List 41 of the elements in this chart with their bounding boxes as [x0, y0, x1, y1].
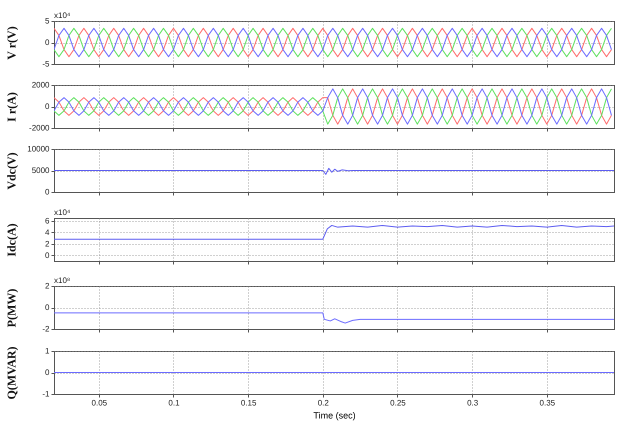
- text: x10⁴: [54, 11, 71, 20]
- y-axis-title: Vdc(V): [4, 152, 18, 190]
- line-series: [54, 312, 614, 324]
- y-tick-label: -2000: [29, 124, 50, 132]
- y-tick-label: 10000: [27, 144, 50, 154]
- line-series: [54, 168, 614, 175]
- y-tick-label: 0: [45, 102, 50, 111]
- x-tick-label: 0.35: [540, 398, 556, 408]
- y-tick-label: 0: [45, 303, 50, 312]
- y-tick-label: 5: [45, 16, 50, 26]
- y-tick-label: 0: [45, 250, 50, 260]
- text: x10⁴: [54, 208, 71, 217]
- x-tick-label: 0.1: [168, 398, 180, 408]
- y-axis-title: Idc(A): [4, 223, 18, 257]
- y-tick-label: -5: [42, 60, 50, 68]
- y-axis-title: P(MW): [4, 288, 18, 328]
- line-series: [54, 28, 612, 58]
- y-tick-label: 0: [45, 38, 50, 47]
- y-tick-label: 0: [45, 368, 50, 377]
- x-tick-label: 0.2: [318, 398, 330, 408]
- y-axis-title: I r(A): [4, 92, 18, 122]
- line-series: [54, 224, 614, 240]
- y-axis-title: Q(MVAR): [4, 346, 18, 400]
- y-tick-label: 6: [45, 216, 50, 226]
- y-axis-title: V r(V): [4, 26, 18, 60]
- y-tick-label: 2: [45, 239, 50, 248]
- y-tick-label: 0: [45, 188, 50, 196]
- text: x10⁸: [54, 276, 70, 285]
- x-axis-title: Time (sec): [313, 410, 356, 420]
- y-tick-label: -1: [42, 390, 50, 398]
- x-tick-label: 0.15: [240, 398, 257, 408]
- x-tick-label: 0.3: [467, 398, 479, 408]
- y-tick-label: 4: [45, 228, 50, 237]
- y-tick-label: 2: [45, 282, 50, 290]
- y-tick-label: 5000: [32, 166, 50, 175]
- x-tick-label: 0.25: [390, 398, 406, 408]
- y-tick-label: 1: [45, 346, 50, 356]
- x-tick-label: 0.05: [92, 398, 108, 408]
- y-tick-label: -2: [42, 324, 50, 334]
- y-tick-label: 2000: [32, 80, 50, 90]
- line-series: [54, 88, 612, 125]
